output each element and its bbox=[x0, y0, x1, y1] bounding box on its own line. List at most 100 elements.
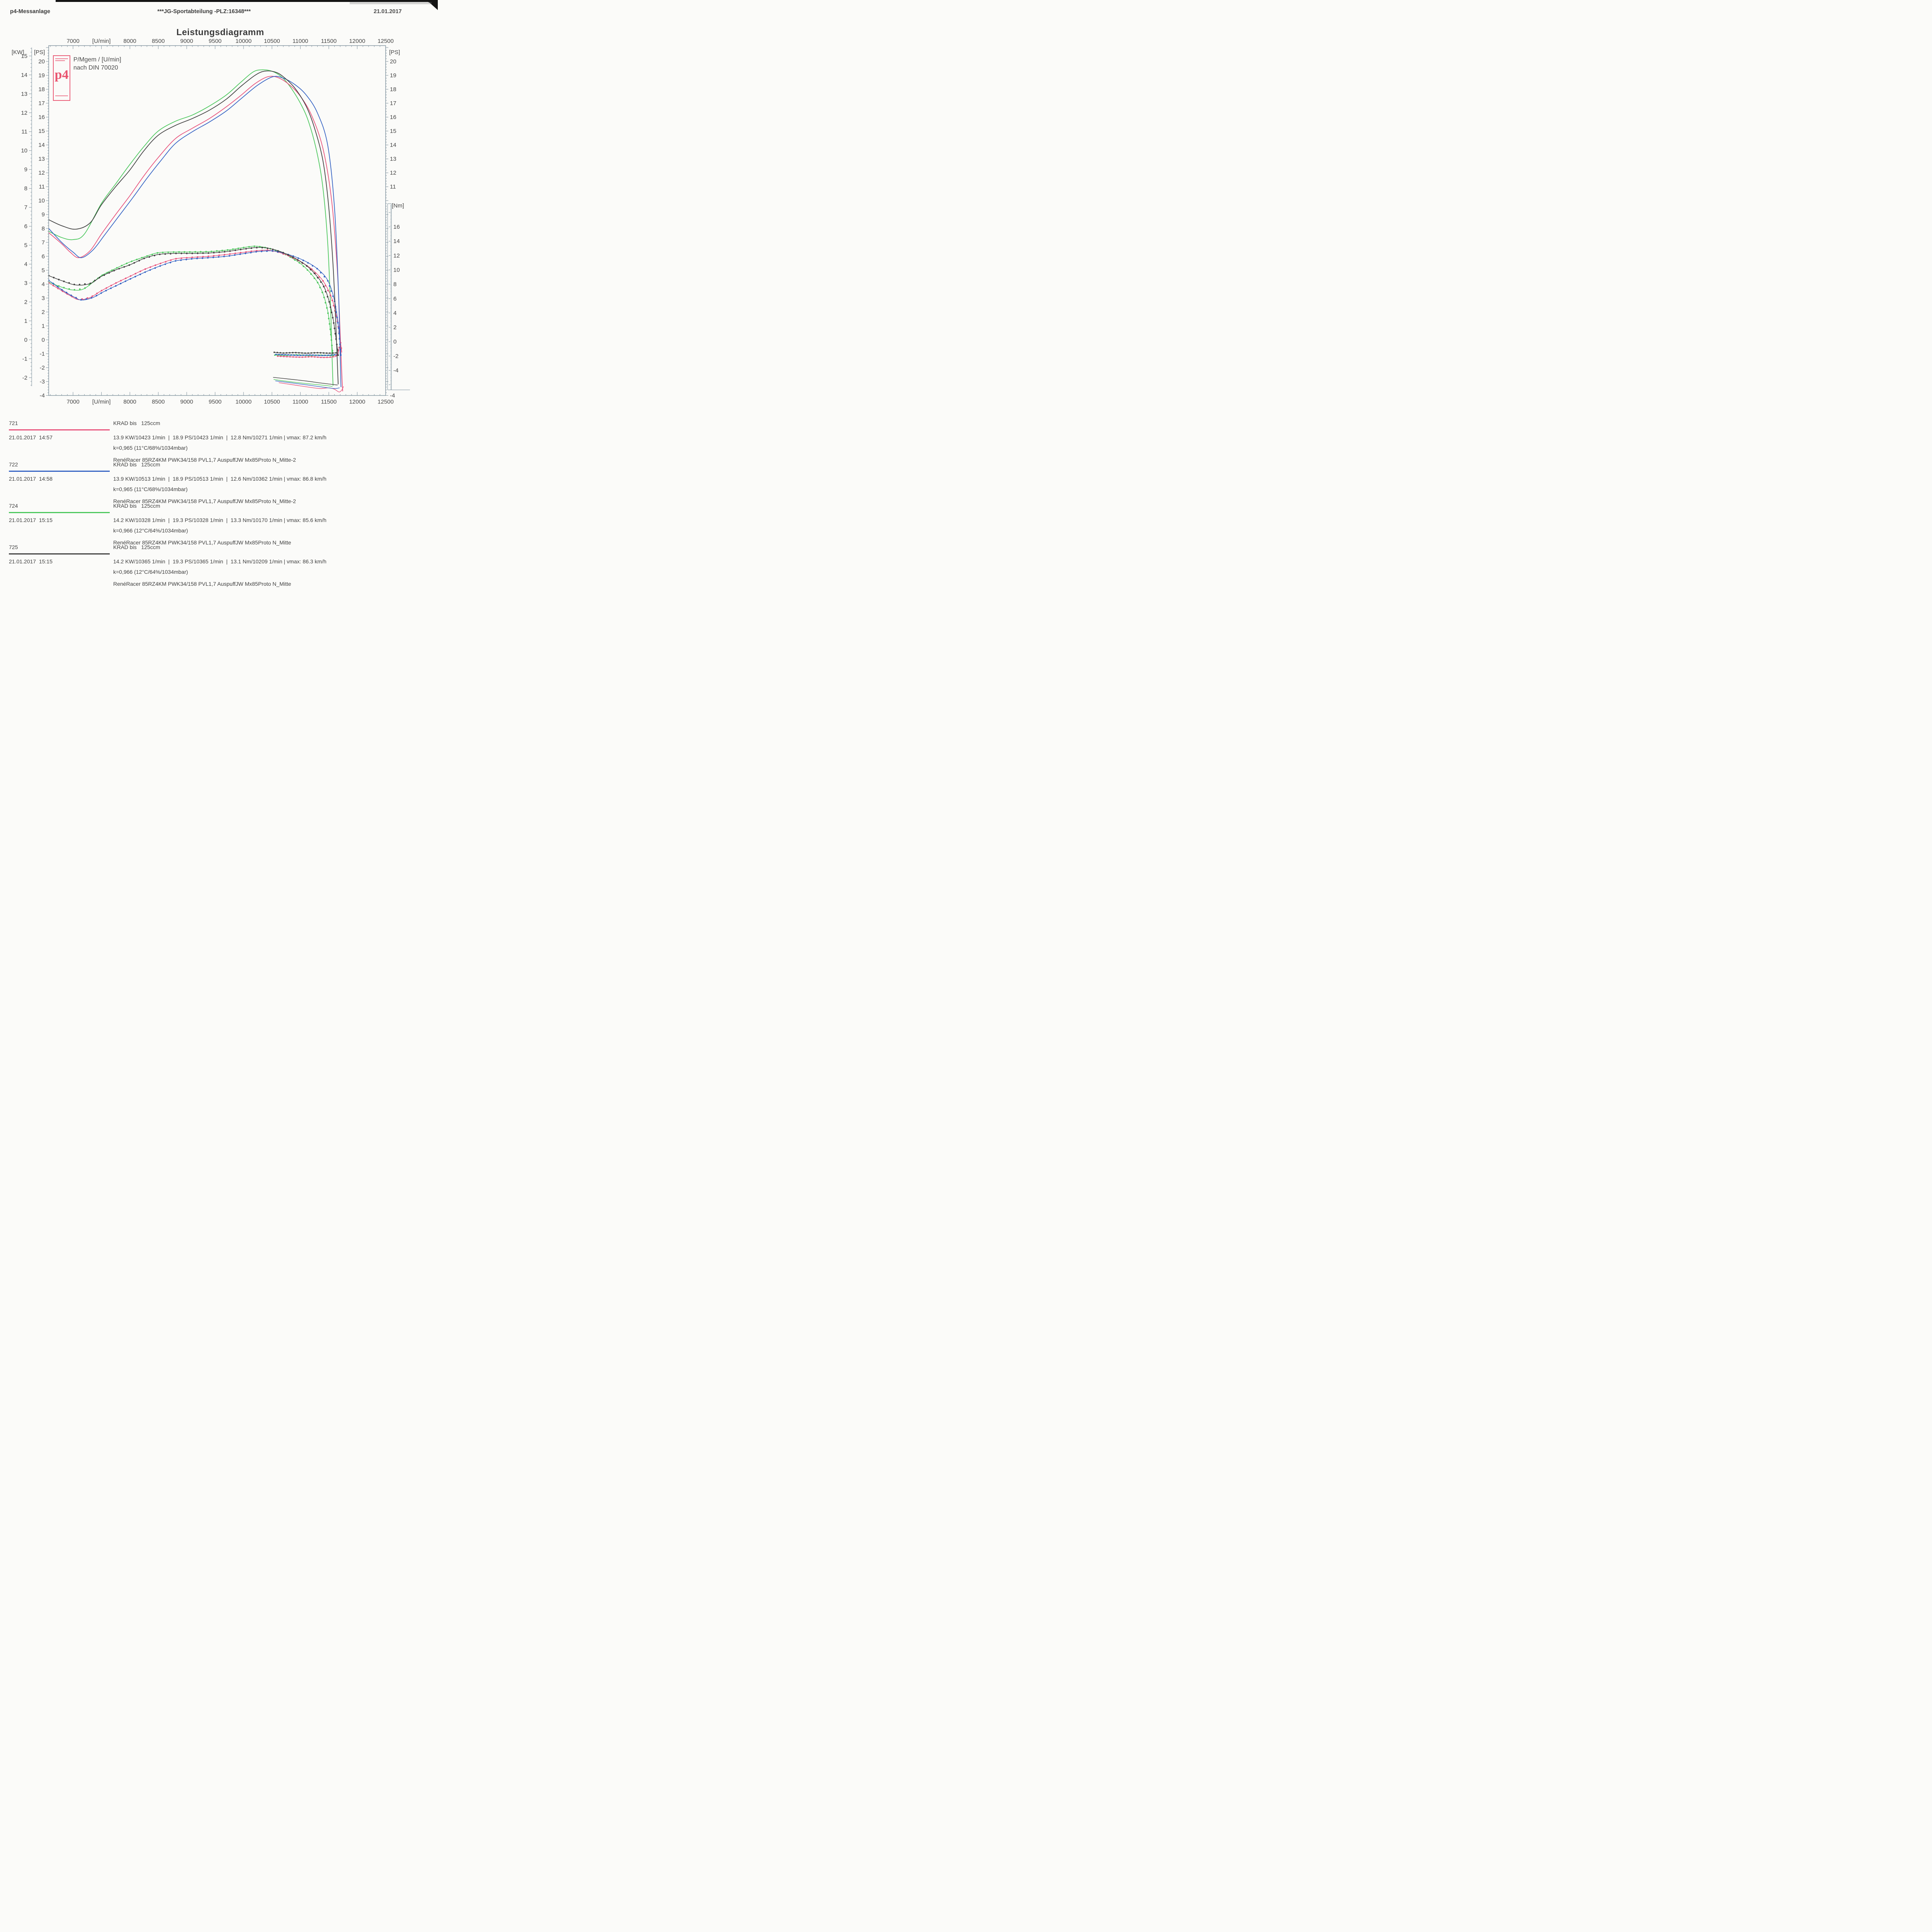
svg-text:7000: 7000 bbox=[66, 399, 79, 405]
report-date: 21.01.2017 bbox=[374, 9, 402, 15]
svg-text:-2: -2 bbox=[393, 353, 398, 359]
svg-text:12: 12 bbox=[21, 110, 27, 116]
svg-text:-3: -3 bbox=[40, 378, 45, 385]
run-setup-description: RenéRacer 85RZ4KM PWK34/158 PVL1,7 Auspu… bbox=[113, 581, 291, 587]
svg-text:11: 11 bbox=[39, 184, 45, 190]
svg-text:12000: 12000 bbox=[349, 399, 366, 405]
svg-text:8: 8 bbox=[24, 185, 27, 192]
svg-text:5: 5 bbox=[24, 242, 27, 249]
svg-text:12: 12 bbox=[390, 170, 396, 176]
svg-text:7: 7 bbox=[42, 239, 45, 246]
run-block: 725 21.01.2017 15:15 KRAD bis 125ccm 14.… bbox=[0, 544, 438, 587]
svg-text:8000: 8000 bbox=[123, 38, 136, 44]
run-block: 721 21.01.2017 14:57 KRAD bis 125ccm 13.… bbox=[0, 420, 438, 463]
svg-text:10000: 10000 bbox=[235, 38, 252, 44]
svg-text:20: 20 bbox=[38, 58, 45, 65]
svg-text:6: 6 bbox=[393, 296, 396, 302]
torque-dots-722 bbox=[49, 250, 342, 356]
power-curve-722 bbox=[49, 76, 342, 387]
run-correction-factor: k=0,966 (12°C/64%/1034mbar) bbox=[113, 527, 188, 534]
power-curve-721 bbox=[49, 76, 343, 391]
logo-decoration-top2 bbox=[55, 60, 65, 61]
legend-measurement-mode: P/Mgem / [U/min] bbox=[73, 56, 121, 63]
coast-curve-722 bbox=[275, 381, 340, 389]
run-underline bbox=[9, 471, 110, 472]
run-number: 721 bbox=[9, 420, 18, 426]
x-axis-labels: 7000 7000 [U/min] [U/min] 8000 8000 8500 8500 90… bbox=[66, 38, 394, 405]
svg-text:7000: 7000 bbox=[66, 38, 79, 44]
page-title: Leistungsdiagramm bbox=[176, 27, 264, 37]
p4-logo-box: p4 bbox=[53, 55, 70, 101]
svg-text:4: 4 bbox=[24, 261, 27, 268]
run-datetime: 21.01.2017 15:15 bbox=[9, 517, 53, 523]
svg-text:13: 13 bbox=[21, 91, 27, 97]
svg-text:14: 14 bbox=[38, 142, 45, 148]
svg-text:0: 0 bbox=[24, 337, 27, 343]
run-number: 724 bbox=[9, 503, 18, 509]
run-number: 725 bbox=[9, 544, 18, 550]
coast-curve-724 bbox=[274, 379, 333, 387]
svg-text:20: 20 bbox=[390, 58, 396, 65]
svg-text:10: 10 bbox=[21, 148, 27, 154]
svg-text:17: 17 bbox=[38, 100, 45, 107]
scan-top-edge-artifact bbox=[56, 0, 438, 2]
svg-text:11: 11 bbox=[21, 129, 27, 135]
ps-axis-label-left: [PS] bbox=[34, 49, 45, 56]
ps-axis-label-right: [PS] bbox=[389, 49, 400, 56]
svg-text:10: 10 bbox=[38, 197, 45, 204]
svg-text:12500: 12500 bbox=[378, 399, 394, 405]
svg-text:-1: -1 bbox=[40, 350, 45, 357]
report-app-name: p4-Messanlage bbox=[10, 9, 50, 15]
run-underline bbox=[9, 429, 110, 430]
svg-text:2: 2 bbox=[42, 309, 45, 315]
svg-text:15: 15 bbox=[390, 128, 396, 134]
svg-text:-4: -4 bbox=[393, 367, 398, 374]
svg-text:15: 15 bbox=[38, 128, 45, 134]
svg-text:19: 19 bbox=[38, 72, 45, 79]
svg-text:8500: 8500 bbox=[152, 38, 165, 44]
svg-text:7: 7 bbox=[24, 204, 27, 211]
power-curve-724 bbox=[49, 69, 333, 386]
svg-text:12: 12 bbox=[38, 170, 45, 176]
svg-text:10000: 10000 bbox=[235, 399, 252, 405]
svg-text:[U/min]: [U/min] bbox=[92, 38, 111, 44]
svg-text:14: 14 bbox=[390, 142, 396, 148]
run-datetime: 21.01.2017 14:58 bbox=[9, 476, 53, 482]
torque-curve-724 bbox=[49, 246, 333, 356]
svg-text:11500: 11500 bbox=[321, 399, 337, 405]
drag-dots-721 bbox=[277, 347, 340, 358]
svg-text:9000: 9000 bbox=[180, 38, 193, 44]
torque-dots-725 bbox=[49, 247, 339, 356]
svg-text:6: 6 bbox=[24, 223, 27, 230]
svg-text:3: 3 bbox=[42, 295, 45, 301]
run-setup-description: RenéRacer 85RZ4KM PWK34/158 PVL1,7 Auspu… bbox=[113, 457, 296, 463]
coast-curve-725 bbox=[273, 377, 338, 386]
svg-text:9: 9 bbox=[24, 167, 27, 173]
svg-text:17: 17 bbox=[390, 100, 396, 107]
svg-text:9000: 9000 bbox=[180, 399, 193, 405]
svg-text:11: 11 bbox=[390, 184, 396, 190]
torque-curve-725 bbox=[49, 247, 338, 355]
svg-text:10: 10 bbox=[393, 267, 400, 273]
kw-axis-ticks bbox=[29, 47, 32, 386]
svg-text:11000: 11000 bbox=[293, 38, 308, 44]
run-correction-factor: k=0,965 (11°C/68%/1034mbar) bbox=[113, 445, 188, 451]
svg-text:16: 16 bbox=[38, 114, 45, 121]
svg-text:18: 18 bbox=[38, 86, 45, 93]
svg-text:14: 14 bbox=[21, 72, 27, 78]
svg-text:16: 16 bbox=[393, 224, 400, 230]
run-vehicle-class: KRAD bis 125ccm bbox=[113, 544, 160, 550]
svg-text:1: 1 bbox=[42, 323, 45, 329]
svg-text:2: 2 bbox=[393, 324, 396, 331]
run-setup-description: RenéRacer 85RZ4KM PWK34/158 PVL1,7 Auspu… bbox=[113, 539, 291, 546]
svg-text:15: 15 bbox=[21, 53, 27, 60]
run-number: 722 bbox=[9, 461, 18, 468]
run-correction-factor: k=0,966 (12°C/64%/1034mbar) bbox=[113, 569, 188, 575]
svg-text:13: 13 bbox=[390, 156, 396, 162]
torque-curve-722 bbox=[49, 250, 341, 356]
svg-text:-2: -2 bbox=[22, 374, 27, 381]
ps-left-ticks bbox=[46, 47, 388, 396]
svg-text:-4: -4 bbox=[390, 392, 395, 399]
